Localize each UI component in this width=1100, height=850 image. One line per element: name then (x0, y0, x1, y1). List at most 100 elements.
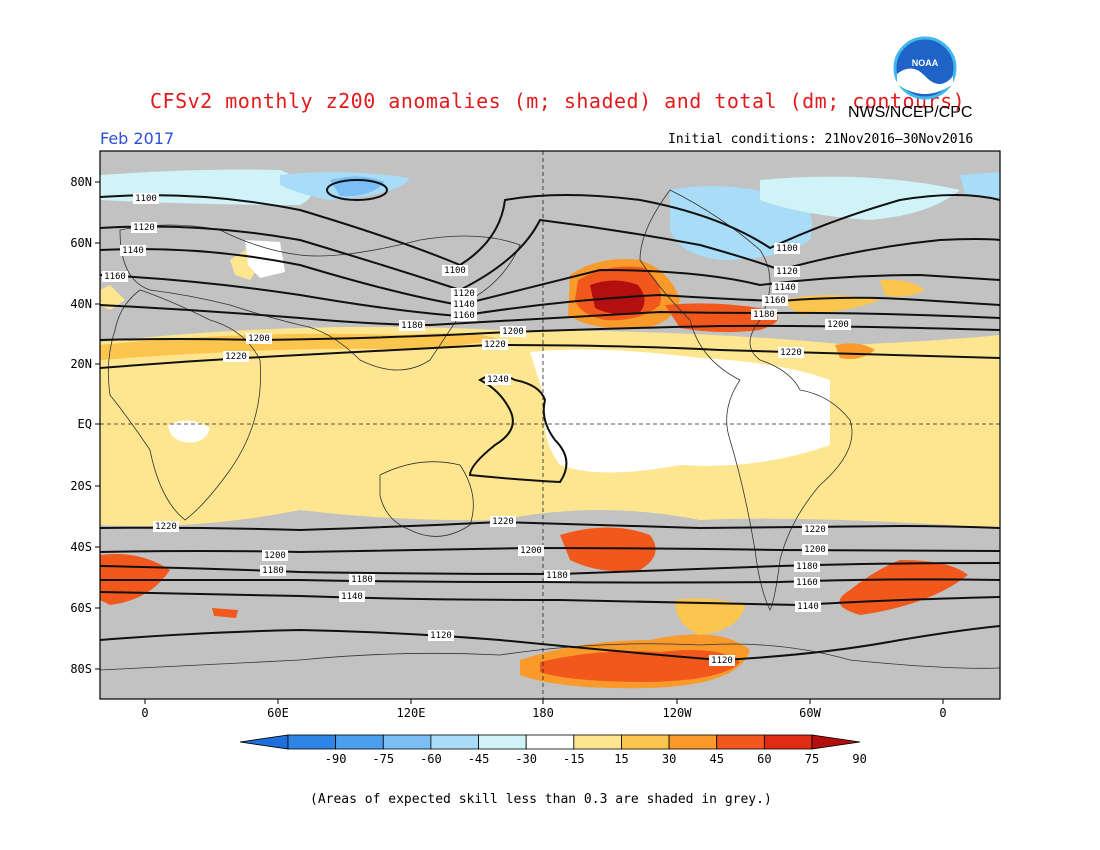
contour-label: 1180 (753, 310, 775, 320)
colorbar-label: -30 (515, 752, 537, 766)
lon-label: 120E (397, 706, 426, 720)
contour-label: 1240 (487, 375, 509, 385)
contour-label: 1200 (520, 546, 542, 556)
anomaly-region-positive (675, 598, 745, 635)
colorbar-swatch (335, 734, 384, 750)
contour-1120-s (100, 625, 1000, 662)
contour-label: 1100 (776, 244, 798, 254)
colorbar-label: 15 (614, 752, 628, 766)
anomaly-region-positive (880, 279, 925, 297)
latitude-labels: 80N 60N 40N 20N EQ 20S 40S 60S 80S (70, 175, 92, 676)
contour-label: 1220 (492, 517, 514, 527)
lon-label: 0 (141, 706, 148, 720)
contour-1120-n (100, 218, 1000, 292)
colorbar-label: -15 (563, 752, 585, 766)
anomaly-region-negative (100, 169, 312, 205)
contour-label: 1140 (341, 592, 363, 602)
contour-label: 1160 (104, 272, 126, 282)
colorbar-label: -60 (420, 752, 442, 766)
anomaly-region-neutral (168, 420, 210, 443)
chart-title: CFSv2 monthly z200 anomalies (m; shaded)… (150, 89, 966, 113)
colorbar: -90 -75 -60 -45 -30 -15 15 30 45 60 75 90 (239, 734, 867, 766)
contour-label: 1200 (827, 320, 849, 330)
anomaly-region-negative (960, 172, 1000, 200)
agency-label: NWS/NCEP/CPC (848, 104, 973, 121)
colorbar-swatch (763, 734, 813, 750)
lat-label: 20S (70, 479, 92, 493)
longitude-labels: 0 60E 120E 180 120W 60W 0 (141, 706, 946, 720)
contour-label: 1140 (453, 300, 475, 310)
lat-label: 60N (70, 236, 92, 250)
contour-labels: 1100 1120 1140 1160 1200 1220 1180 1100 … (102, 193, 851, 666)
contour-label: 1160 (764, 296, 786, 306)
forecast-period: Feb 2017 (100, 129, 175, 148)
contour-label: 1140 (774, 283, 796, 293)
lat-label: 40N (70, 297, 92, 311)
anomaly-region-negative (760, 176, 960, 220)
contour-label: 1160 (453, 311, 475, 321)
colorbar-label: 60 (757, 752, 771, 766)
colorbar-swatch (430, 734, 479, 750)
contour-label: 1200 (804, 545, 826, 555)
skill-footnote: (Areas of expected skill less than 0.3 a… (310, 792, 772, 807)
contour-1160-n (100, 274, 1000, 318)
noaa-logo: NOAA (893, 36, 957, 100)
colorbar-label: 30 (662, 752, 676, 766)
colorbar-swatch (573, 734, 622, 750)
lon-label: 0 (939, 706, 946, 720)
map-panel: 1100 1120 1140 1160 1200 1220 1180 1100 … (100, 151, 1000, 699)
contour-1100-closed (326, 179, 388, 201)
anomaly-region-positive (560, 527, 656, 572)
contour-label: 1100 (135, 194, 157, 204)
colorbar-label: -45 (468, 752, 490, 766)
axis-ticks (95, 181, 944, 704)
contour-1100-n (100, 194, 1000, 267)
contour-label: 1220 (780, 348, 802, 358)
colorbar-swatch (621, 734, 670, 750)
contour-label: 1180 (262, 566, 284, 576)
contour-label: 1120 (711, 656, 733, 666)
contour-1240 (468, 374, 568, 484)
contour-label: 1220 (225, 352, 247, 362)
lat-label: 20N (70, 357, 92, 371)
contour-label: 1180 (546, 571, 568, 581)
colorbar-swatch (287, 734, 337, 750)
contour-1220-s (100, 520, 1000, 532)
lon-label: 120W (663, 706, 693, 720)
contour-1180-n (100, 304, 1000, 327)
lat-label: 60S (70, 601, 92, 615)
lat-label: 80N (70, 175, 92, 189)
logo-text: NOAA (912, 58, 939, 68)
map-frame (99, 150, 1001, 700)
lon-label: 60E (267, 706, 289, 720)
contour-1160-s (100, 578, 1000, 584)
contour-label: 1200 (248, 334, 270, 344)
contour-label: 1220 (155, 522, 177, 532)
contour-label: 1180 (796, 562, 818, 572)
contour-label: 1120 (430, 631, 452, 641)
contour-label: 1220 (484, 340, 506, 350)
contour-label: 1120 (453, 289, 475, 299)
colorbar-swatch (478, 734, 527, 750)
anomaly-region-neutral (530, 349, 830, 473)
lat-label: 40S (70, 540, 92, 554)
colorbar-swatch (525, 734, 575, 750)
lon-label: 180 (532, 706, 554, 720)
contour-label: 1200 (502, 327, 524, 337)
lat-label: 80S (70, 662, 92, 676)
colorbar-label: 45 (710, 752, 724, 766)
contour-label: 1180 (401, 321, 423, 331)
colorbar-label: -75 (372, 752, 394, 766)
contour-label: 1140 (797, 602, 819, 612)
anomaly-region-positive (212, 608, 238, 618)
initial-conditions: Initial conditions: 21Nov2016–30Nov2016 (668, 132, 974, 147)
colorbar-label: -90 (325, 752, 347, 766)
contour-label: 1180 (351, 575, 373, 585)
contour-label: 1120 (133, 223, 155, 233)
contour-label: 1140 (122, 246, 144, 256)
contour-label: 1100 (444, 266, 466, 276)
colorbar-swatch (716, 734, 765, 750)
contour-label: 1160 (796, 578, 818, 588)
colorbar-swatch (668, 734, 718, 750)
